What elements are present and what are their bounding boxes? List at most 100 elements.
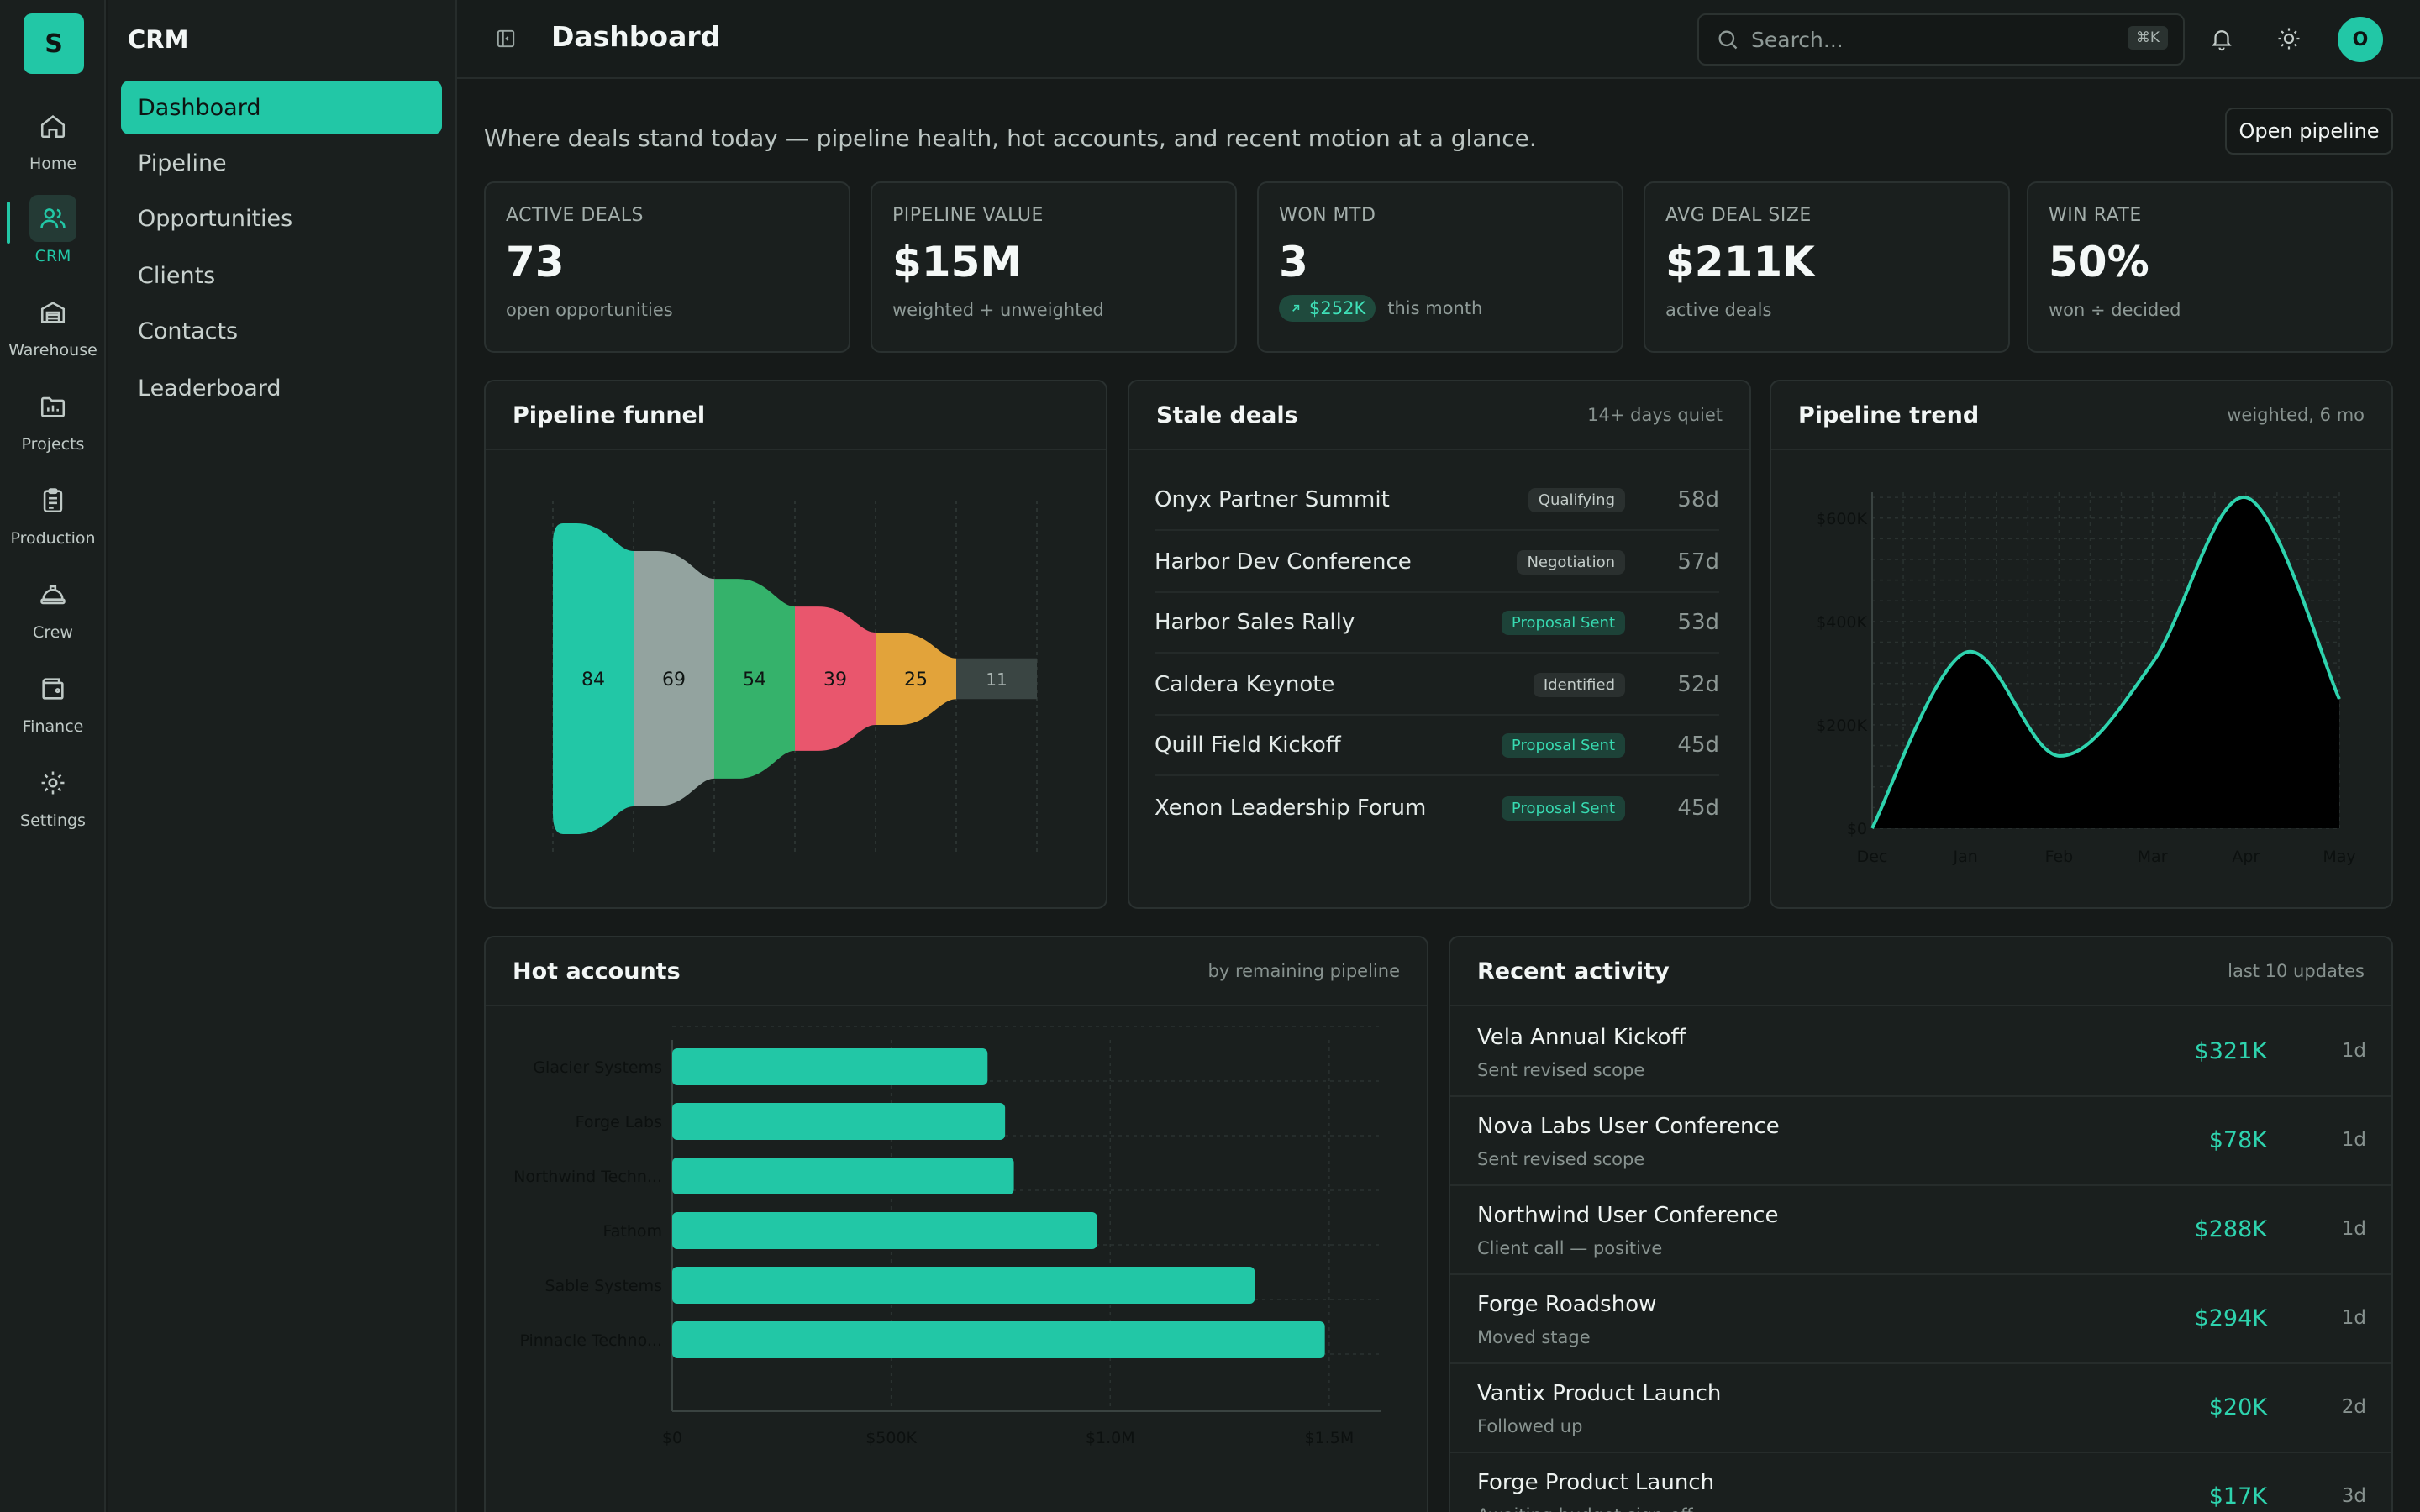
kpi-delta-badge: $252K: [1279, 295, 1376, 322]
search-box[interactable]: ⌘K: [1697, 13, 2185, 66]
hot-accounts-card: Hot accounts by remaining pipeline $0 $50…: [484, 936, 1428, 1512]
stale-deal-row[interactable]: Harbor Dev Conference Negotiation 57d: [1155, 533, 1719, 593]
sidebar-toggle-icon[interactable]: [491, 24, 521, 54]
rail-item-finance[interactable]: Finance: [0, 665, 106, 749]
funnel-segment: [553, 523, 634, 834]
folder-chart-icon: [29, 383, 76, 430]
kpi-sub: this month: [1387, 298, 1483, 318]
open-pipeline-button[interactable]: Open pipeline: [2225, 108, 2393, 155]
bell-icon[interactable]: [2205, 22, 2238, 55]
activity-note: Awaiting budget sign-off: [1477, 1505, 1693, 1512]
stale-deal-row[interactable]: Harbor Sales Rally Proposal Sent 53d: [1155, 593, 1719, 654]
rail-item-settings[interactable]: Settings: [0, 759, 106, 843]
activity-amount: $17K: [2208, 1483, 2267, 1509]
hot-x-tick: $1.0M: [1086, 1429, 1135, 1447]
stage-badge: Identified: [1533, 672, 1625, 697]
rail-item-production[interactable]: Production: [0, 477, 106, 561]
subnav-item-pipeline[interactable]: Pipeline: [138, 150, 227, 176]
deal-name: Xenon Leadership Forum: [1155, 795, 1427, 821]
activity-row[interactable]: Forge Roadshow Moved stage $294K 1d: [1450, 1275, 2391, 1364]
rail-item-crm[interactable]: CRM: [0, 195, 106, 279]
rail-item-projects[interactable]: Projects: [0, 383, 106, 467]
trend-chart: $0 $200K $400K $600K Dec Jan Feb Mar Apr May: [1816, 492, 2356, 866]
stale-deal-row[interactable]: Onyx Partner Summit Qualifying 58d: [1155, 470, 1719, 531]
funnel-value-label: 25: [904, 669, 928, 690]
activity-age: 3d: [2341, 1485, 2366, 1507]
app-logo[interactable]: S: [24, 13, 84, 74]
trend-area: [1872, 496, 2339, 828]
kpi-label: WON MTD: [1279, 205, 1376, 226]
funnel-value-label: 54: [743, 669, 766, 690]
activity-row[interactable]: Vela Annual Kickoff Sent revised scope $…: [1450, 1008, 2391, 1097]
rail-item-home[interactable]: Home: [0, 102, 106, 186]
deal-name: Quill Field Kickoff: [1155, 732, 1341, 758]
kpi-sub: open opportunities: [506, 300, 673, 320]
kpi-value: $15M: [892, 238, 1023, 286]
avatar[interactable]: O: [2338, 17, 2383, 62]
funnel-chart: 84 69 54 39 25 11: [552, 501, 1038, 853]
trend-line: [1870, 496, 2341, 829]
funnel-segment: [714, 579, 795, 779]
kpi-sub: won ÷ decided: [2049, 300, 2181, 320]
funnel-segment: [876, 632, 956, 726]
rail-label: Home: [29, 155, 77, 173]
funnel-segment: [795, 606, 876, 751]
stale-deal-row[interactable]: Quill Field Kickoff Proposal Sent 45d: [1155, 716, 1719, 776]
rail-label: Finance: [22, 717, 84, 736]
stage-badge: Qualifying: [1528, 487, 1625, 512]
deal-name: Onyx Partner Summit: [1155, 487, 1390, 512]
subnav-item-clients[interactable]: Clients: [138, 262, 216, 289]
recent-activity-card: Recent activity last 10 updates Vela Ann…: [1449, 936, 2393, 1512]
activity-name: Vela Annual Kickoff: [1477, 1025, 1686, 1050]
deal-age: 58d: [1677, 487, 1719, 512]
subnav-item-contacts[interactable]: Contacts: [138, 318, 239, 344]
card-title: Pipeline trend: [1798, 402, 1980, 428]
subnav-item-leaderboard[interactable]: Leaderboard: [138, 375, 281, 402]
funnel-segment: [634, 551, 714, 806]
rail-label: Settings: [20, 811, 86, 830]
trend-y-tick: $0: [1847, 820, 1867, 838]
activity-note: Followed up: [1477, 1416, 1583, 1436]
kpi-card-active-deals: ACTIVE DEALS 73 open opportunities: [484, 181, 850, 353]
stale-deal-row[interactable]: Xenon Leadership Forum Proposal Sent 45d: [1155, 778, 1719, 838]
activity-note: Moved stage: [1477, 1327, 1591, 1347]
rail-item-warehouse[interactable]: Warehouse: [0, 289, 106, 373]
kpi-card-won-mtd: WON MTD 3 $252K this month: [1257, 181, 1623, 353]
hot-x-tick: $1.5M: [1305, 1429, 1355, 1447]
trend-x-tick: Jan: [1953, 848, 1978, 866]
kpi-value: 73: [506, 238, 565, 286]
subnav-title: CRM: [128, 25, 189, 54]
trend-x-tick: Apr: [2232, 848, 2260, 866]
card-hint: last 10 updates: [2228, 961, 2365, 981]
theme-sun-icon[interactable]: [2272, 22, 2306, 55]
activity-age: 1d: [2341, 1129, 2366, 1151]
activity-row[interactable]: Northwind User Conference Client call — …: [1450, 1186, 2391, 1275]
subnav-item-dashboard[interactable]: Dashboard: [121, 81, 442, 134]
app-rail: S Home CRM Warehouse Projects Production: [0, 0, 106, 1512]
hot-x-tick: $0: [662, 1429, 682, 1447]
activity-age: 2d: [2341, 1396, 2366, 1418]
pipeline-funnel-card: Pipeline funnel 84 69 54 39 25 11: [484, 380, 1107, 909]
activity-row[interactable]: Vantix Product Launch Followed up $20K 2…: [1450, 1364, 2391, 1453]
deal-name: Caldera Keynote: [1155, 672, 1335, 697]
stale-deal-row[interactable]: Caldera Keynote Identified 52d: [1155, 655, 1719, 716]
activity-row[interactable]: Nova Labs User Conference Sent revised s…: [1450, 1097, 2391, 1186]
kpi-delta: $252K: [1309, 298, 1366, 318]
rail-item-crew[interactable]: Crew: [0, 571, 106, 655]
activity-row[interactable]: Forge Product Launch Awaiting budget sig…: [1450, 1453, 2391, 1512]
rail-active-indicator: [7, 202, 10, 244]
trend-x-tick: Dec: [1857, 848, 1888, 866]
rail-label: Projects: [21, 435, 85, 454]
funnel-value-label: 69: [662, 669, 686, 690]
deal-name: Harbor Sales Rally: [1155, 610, 1355, 635]
hot-category-label: Forge Labs: [576, 1113, 662, 1131]
search-input[interactable]: [1751, 27, 2096, 52]
kpi-label: PIPELINE VALUE: [892, 205, 1044, 226]
home-icon: [29, 102, 76, 150]
hot-bar: [672, 1103, 1006, 1140]
arrow-up-right-icon: [1292, 304, 1300, 312]
subnav-item-opportunities[interactable]: Opportunities: [138, 205, 293, 232]
kpi-label: AVG DEAL SIZE: [1665, 205, 1812, 226]
funnel-value-label: 84: [581, 669, 605, 690]
page-title: Dashboard: [551, 20, 721, 53]
